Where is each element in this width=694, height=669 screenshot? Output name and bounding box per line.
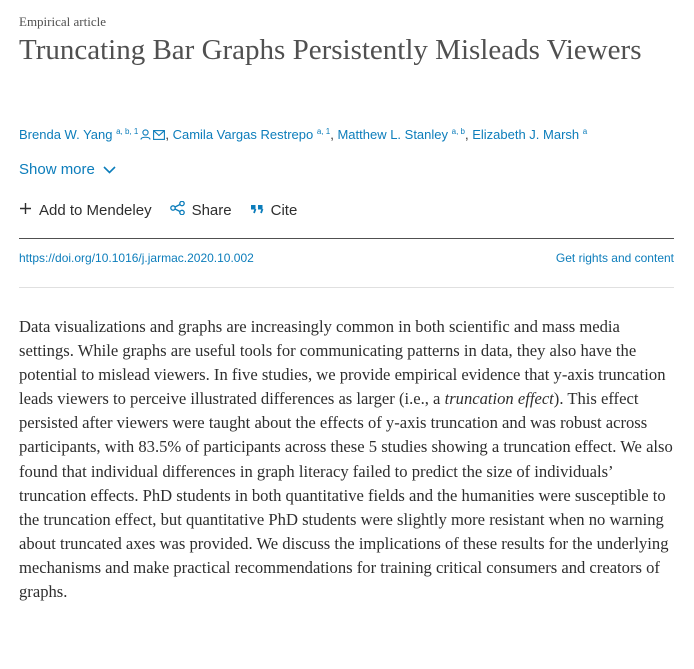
share-icon	[169, 200, 185, 219]
author-affiliation-sup: a, 1	[316, 127, 331, 136]
abstract-text: Data visualizations and graphs are incre…	[19, 315, 677, 604]
share-label: Share	[191, 201, 232, 219]
quote-icon	[250, 202, 264, 219]
chevron-down-icon	[103, 161, 116, 178]
author-affiliation-sup: a, b	[451, 127, 465, 136]
section-divider-light	[19, 287, 674, 288]
author-name: Matthew L. Stanley	[337, 127, 449, 142]
show-more-button[interactable]: Show more	[19, 161, 116, 178]
abstract-text-part: ). This effect persisted after viewers w…	[19, 389, 673, 602]
article-title: Truncating Bar Graphs Persistently Misle…	[19, 34, 642, 66]
add-to-mendeley-button[interactable]: Add to Mendeley	[19, 202, 152, 219]
author-link-marsh[interactable]: Elizabeth J. Marsh a	[472, 127, 587, 142]
abstract-text-part: Data visualizations and graphs are incre…	[19, 317, 666, 409]
author-affiliation-sup: a	[582, 127, 588, 136]
author-name: Elizabeth J. Marsh	[472, 127, 580, 142]
doi-link[interactable]: https://doi.org/10.1016/j.jarmac.2020.10…	[19, 251, 254, 265]
get-rights-link[interactable]: Get rights and content	[555, 251, 674, 265]
person-icon[interactable]	[140, 128, 151, 143]
article-actions: Add to Mendeley Share Cite	[19, 200, 315, 219]
add-to-mendeley-label: Add to Mendeley	[39, 201, 152, 219]
author-list: Brenda W. Yang a, b, 1, Camila Vargas Re…	[19, 127, 588, 143]
author-link-yang[interactable]: Brenda W. Yang a, b, 1	[19, 127, 166, 143]
cite-label: Cite	[270, 201, 298, 219]
email-icon[interactable]	[153, 128, 166, 143]
article-type-label: Empirical article	[19, 14, 106, 29]
show-more-label: Show more	[19, 161, 95, 178]
abstract-italic-term: truncation effect	[444, 389, 554, 409]
author-link-stanley[interactable]: Matthew L. Stanley a, b	[337, 127, 465, 142]
doi-row: https://doi.org/10.1016/j.jarmac.2020.10…	[19, 251, 674, 265]
author-name: Camila Vargas Restrepo	[172, 127, 314, 142]
author-link-vargas-restrepo[interactable]: Camila Vargas Restrepo a, 1	[173, 127, 331, 142]
share-button[interactable]: Share	[169, 200, 232, 219]
author-affiliation-sup: a, b, 1	[116, 127, 139, 136]
section-divider	[19, 238, 674, 239]
plus-icon	[19, 202, 32, 219]
cite-button[interactable]: Cite	[250, 201, 298, 219]
author-name: Brenda W. Yang	[19, 127, 113, 142]
